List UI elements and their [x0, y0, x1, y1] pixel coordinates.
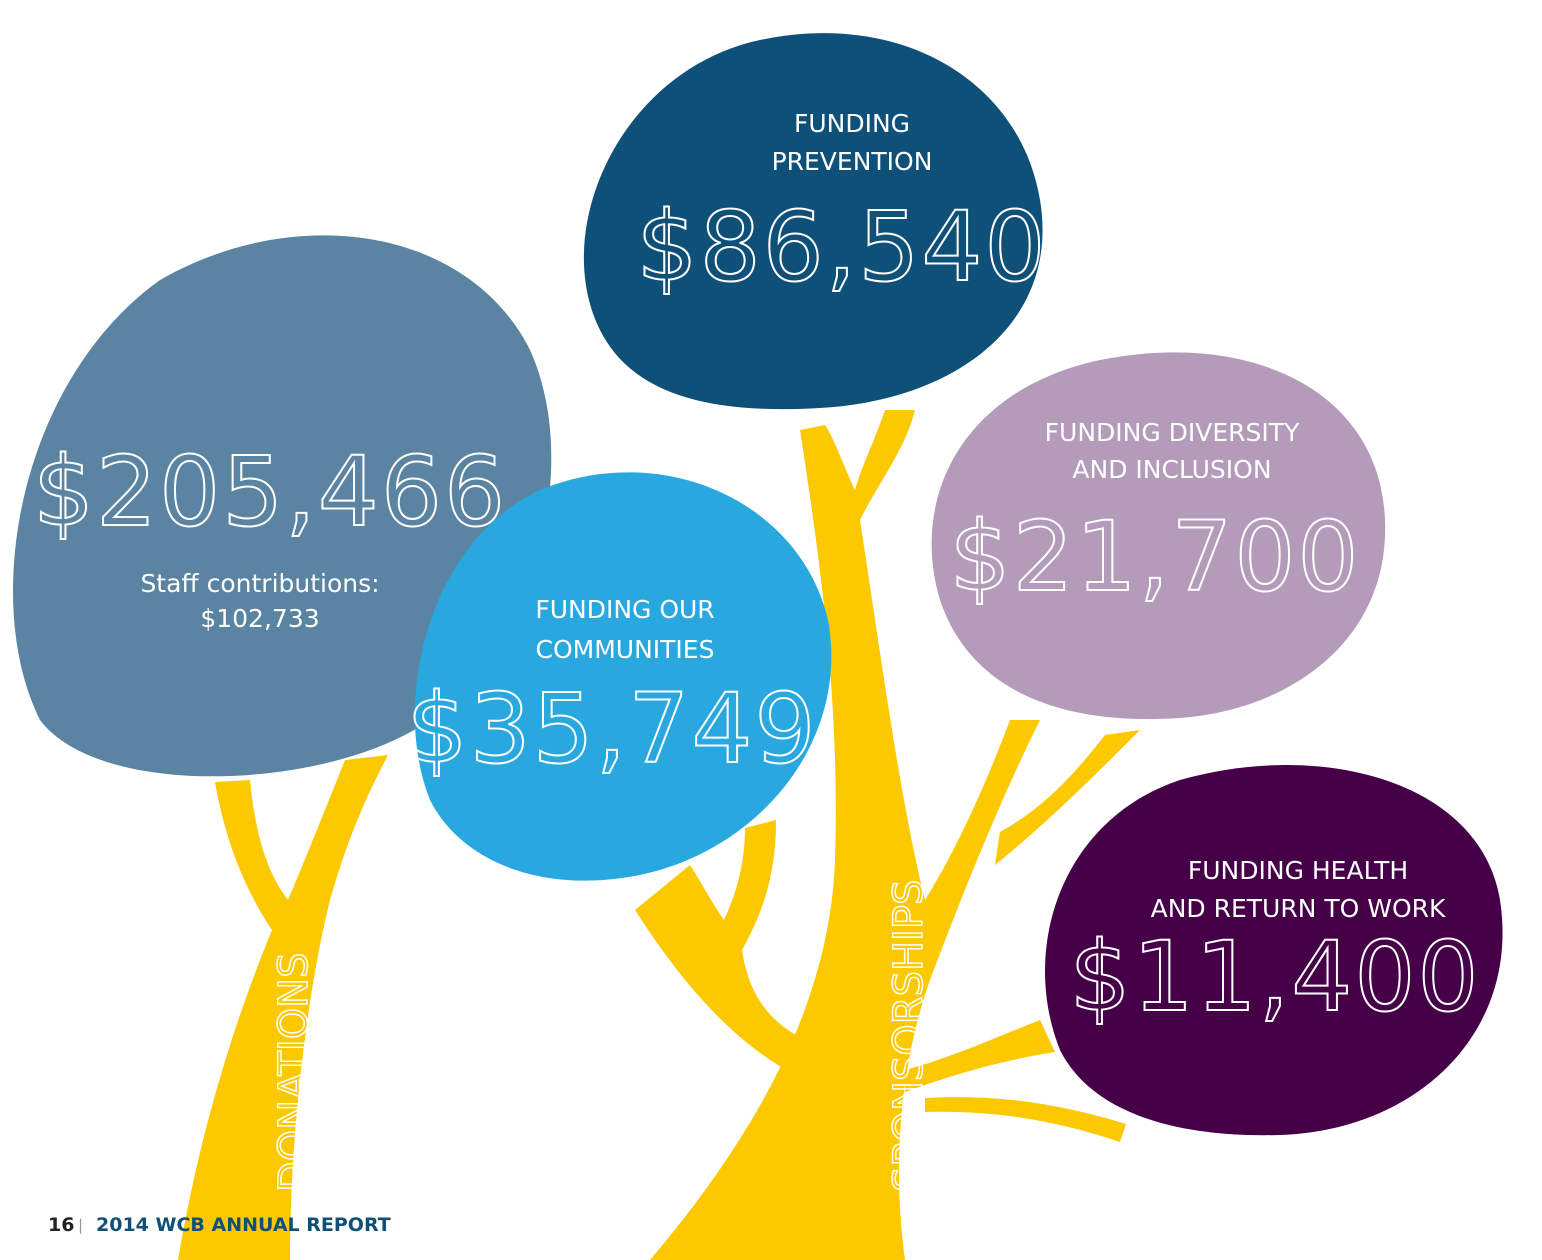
note: Staff contributions: — [140, 569, 379, 598]
note: $102,733 — [200, 604, 319, 633]
middle-trunk — [650, 410, 1040, 1260]
branch — [925, 1097, 1126, 1142]
branch — [635, 820, 805, 1075]
label: FUNDING DIVERSITY — [1045, 418, 1300, 447]
page-number: 16 — [48, 1214, 74, 1236]
branch — [905, 1020, 1055, 1092]
branch — [995, 730, 1140, 865]
trunk-label: DONATIONS — [271, 953, 317, 1193]
trunk-label: SPONSORSHIPS — [886, 880, 932, 1192]
bubble — [414, 472, 832, 881]
label: AND RETURN TO WORK — [1151, 894, 1446, 923]
amount: $35,749 — [407, 673, 818, 785]
label: FUNDING OUR — [535, 595, 714, 624]
report-title: 2014 WCB ANNUAL REPORT — [96, 1214, 391, 1236]
label: AND INCLUSION — [1072, 455, 1271, 484]
bubble — [931, 352, 1386, 720]
label: COMMUNITIES — [536, 635, 715, 664]
tree — [178, 410, 1140, 1260]
amount: $11,400 — [1070, 921, 1481, 1033]
footer: 16 | 2014 WCB ANNUAL REPORT — [48, 1214, 391, 1236]
label: FUNDING HEALTH — [1188, 856, 1408, 885]
label: PREVENTION — [772, 147, 933, 176]
bubble — [1045, 765, 1503, 1136]
bubble — [12, 235, 552, 777]
separator: | — [78, 1216, 83, 1234]
amount: $86,540 — [637, 191, 1048, 303]
amount: $21,700 — [950, 501, 1361, 613]
bubble — [583, 33, 1043, 410]
amount: $205,466 — [33, 436, 507, 548]
label: FUNDING — [794, 109, 910, 138]
left-trunk — [178, 755, 388, 1260]
